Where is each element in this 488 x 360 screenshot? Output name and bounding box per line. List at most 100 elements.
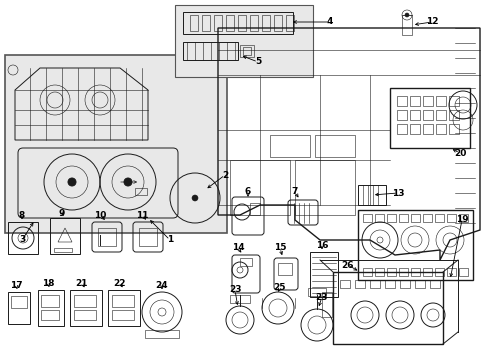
- Bar: [435, 124, 445, 134]
- Bar: [434, 214, 443, 222]
- Text: 2: 2: [222, 171, 228, 180]
- Text: 18: 18: [41, 279, 54, 288]
- Bar: [448, 124, 458, 134]
- Bar: [183, 42, 238, 60]
- Bar: [410, 268, 419, 276]
- Text: 20: 20: [453, 148, 465, 158]
- Text: 21: 21: [76, 279, 88, 288]
- Bar: [70, 290, 102, 326]
- Circle shape: [68, 178, 76, 186]
- Circle shape: [404, 13, 408, 17]
- Bar: [294, 160, 354, 215]
- Bar: [309, 252, 337, 297]
- Bar: [369, 280, 379, 288]
- Text: 17: 17: [10, 280, 22, 289]
- Text: 13: 13: [391, 189, 404, 198]
- Bar: [422, 110, 432, 120]
- Bar: [435, 110, 445, 120]
- Bar: [108, 290, 140, 326]
- Circle shape: [124, 178, 132, 186]
- Bar: [374, 268, 383, 276]
- Bar: [41, 295, 59, 307]
- Bar: [446, 214, 455, 222]
- Bar: [139, 228, 157, 246]
- Bar: [314, 135, 354, 157]
- Text: 15: 15: [273, 243, 285, 252]
- Bar: [240, 258, 251, 266]
- Text: 1: 1: [166, 235, 173, 244]
- Bar: [410, 214, 419, 222]
- Bar: [422, 214, 431, 222]
- Text: 23: 23: [228, 285, 241, 294]
- Text: 4: 4: [326, 18, 332, 27]
- Bar: [409, 110, 419, 120]
- Bar: [269, 135, 309, 157]
- Text: 6: 6: [244, 188, 251, 197]
- Text: 3: 3: [19, 235, 25, 244]
- Bar: [332, 272, 442, 344]
- Bar: [8, 222, 38, 254]
- Bar: [249, 203, 260, 215]
- Bar: [396, 124, 406, 134]
- Bar: [389, 88, 469, 148]
- Bar: [112, 310, 134, 320]
- Bar: [50, 218, 80, 254]
- Bar: [386, 268, 395, 276]
- Bar: [112, 295, 134, 307]
- Bar: [398, 214, 407, 222]
- Bar: [448, 96, 458, 106]
- Bar: [374, 214, 383, 222]
- Bar: [362, 214, 371, 222]
- Bar: [135, 188, 147, 195]
- Bar: [8, 292, 30, 324]
- Bar: [339, 280, 349, 288]
- Bar: [183, 12, 292, 34]
- Text: 22: 22: [114, 279, 126, 288]
- Bar: [357, 185, 385, 205]
- Bar: [414, 280, 424, 288]
- Bar: [202, 15, 209, 31]
- Bar: [74, 295, 96, 307]
- Bar: [5, 55, 226, 233]
- Bar: [249, 15, 258, 31]
- Bar: [401, 15, 411, 35]
- Bar: [429, 280, 439, 288]
- Bar: [238, 15, 245, 31]
- Text: 23: 23: [315, 292, 327, 302]
- Circle shape: [192, 195, 198, 201]
- Bar: [434, 268, 443, 276]
- Bar: [38, 290, 64, 326]
- Bar: [399, 280, 409, 288]
- Bar: [175, 5, 312, 77]
- Text: 19: 19: [455, 216, 468, 225]
- Bar: [273, 15, 282, 31]
- Text: 26: 26: [341, 261, 353, 270]
- Bar: [41, 310, 59, 320]
- Bar: [458, 268, 467, 276]
- Bar: [225, 15, 234, 31]
- Bar: [435, 96, 445, 106]
- Bar: [262, 15, 269, 31]
- Bar: [409, 96, 419, 106]
- Bar: [243, 47, 250, 55]
- Text: 10: 10: [94, 211, 106, 220]
- Bar: [422, 124, 432, 134]
- Bar: [229, 295, 249, 303]
- Text: 11: 11: [136, 211, 148, 220]
- Bar: [11, 296, 27, 308]
- Bar: [422, 96, 432, 106]
- Bar: [145, 330, 179, 338]
- Bar: [190, 15, 198, 31]
- Bar: [354, 280, 364, 288]
- Text: 5: 5: [254, 58, 261, 67]
- Bar: [229, 160, 289, 215]
- Bar: [396, 96, 406, 106]
- Bar: [448, 110, 458, 120]
- Bar: [357, 210, 472, 280]
- Bar: [214, 15, 222, 31]
- Text: 12: 12: [425, 18, 437, 27]
- Bar: [409, 124, 419, 134]
- Bar: [384, 280, 394, 288]
- Bar: [398, 268, 407, 276]
- Bar: [278, 263, 291, 275]
